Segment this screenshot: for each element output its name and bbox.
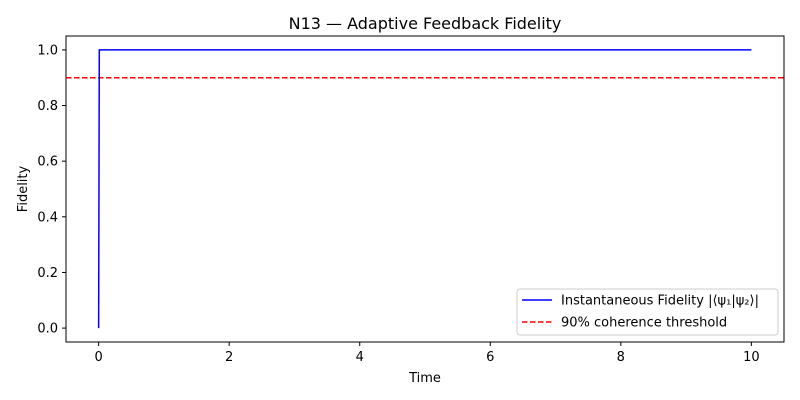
y-tick-label: 0.4 bbox=[37, 210, 58, 225]
x-tick-label: 2 bbox=[225, 350, 233, 365]
x-tick-label: 4 bbox=[356, 350, 364, 365]
y-tick-label: 0.2 bbox=[37, 266, 58, 281]
y-axis: 0.0 0.2 0.4 0.6 0.8 1.0 bbox=[37, 43, 66, 337]
plot-area bbox=[65, 35, 785, 343]
series-line-fidelity bbox=[97, 49, 752, 329]
y-tick-label: 0.0 bbox=[37, 322, 58, 337]
x-axis: 0 2 4 6 8 10 bbox=[94, 342, 760, 365]
y-axis-title: Fidelity bbox=[16, 165, 31, 212]
legend-frame bbox=[516, 288, 779, 336]
x-axis-title: Time bbox=[408, 371, 441, 386]
x-tick-label: 0 bbox=[94, 350, 102, 365]
y-tick-label: 0.6 bbox=[37, 155, 58, 170]
y-tick-label: 0.8 bbox=[37, 99, 58, 114]
legend: Instantaneous Fidelity |⟨ψ₁|ψ₂⟩| 90% coh… bbox=[516, 288, 779, 336]
y-tick-label: 1.0 bbox=[37, 43, 58, 58]
x-tick-label: 8 bbox=[617, 350, 625, 365]
x-tick-label: 10 bbox=[743, 350, 760, 365]
x-tick-label: 6 bbox=[486, 350, 494, 365]
chart-title: N13 — Adaptive Feedback Fidelity bbox=[289, 14, 562, 33]
series-layer bbox=[66, 49, 784, 329]
legend-label-fidelity: Instantaneous Fidelity |⟨ψ₁|ψ₂⟩| bbox=[561, 294, 759, 309]
legend-label-threshold: 90% coherence threshold bbox=[561, 316, 727, 331]
plot-frame bbox=[65, 35, 785, 343]
